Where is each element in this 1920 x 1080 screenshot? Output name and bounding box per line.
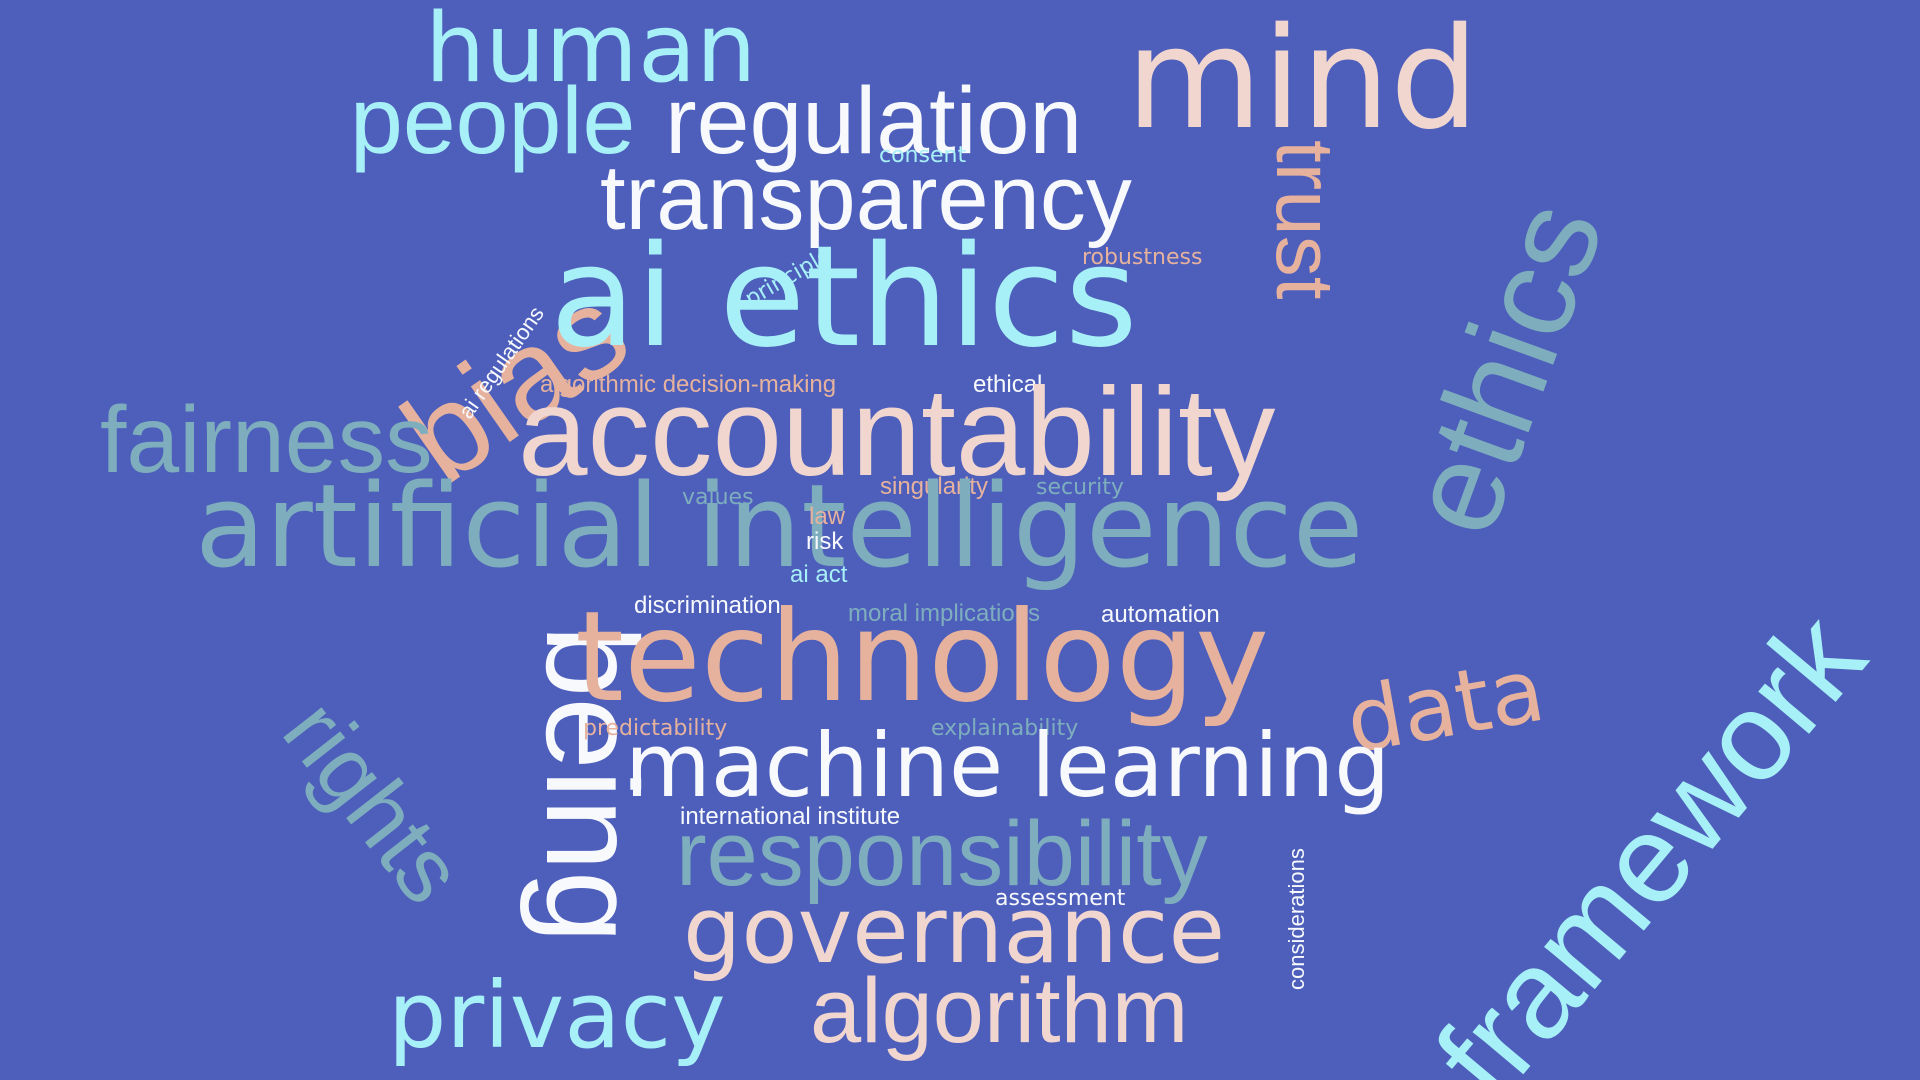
- word-regulation: regulation: [665, 68, 1083, 174]
- word-international-institute: international institute: [680, 803, 901, 830]
- word-discrimination: discrimination: [634, 592, 781, 619]
- word-assessment: assessment: [995, 886, 1126, 911]
- word-ethical: ethical: [973, 371, 1043, 398]
- word-automation: automation: [1101, 601, 1220, 628]
- word-considerations: considerations: [1284, 848, 1309, 990]
- word-human: human: [425, 0, 757, 104]
- word-trust: trust: [1259, 140, 1350, 300]
- word-values: values: [682, 485, 754, 510]
- word-fairness: fairness: [100, 387, 433, 493]
- word-responsibility: responsibility: [676, 803, 1208, 905]
- word-privacy: privacy: [388, 962, 726, 1069]
- word-artificial-intelligence: artificial intelligence: [195, 460, 1364, 594]
- word-moral-implications: moral implications: [848, 600, 1041, 627]
- word-security: security: [1036, 475, 1124, 500]
- word-mind: mind: [1126, 0, 1479, 161]
- word-technology: technology: [575, 585, 1270, 730]
- word-people: people: [350, 68, 636, 174]
- word-rights: rights: [263, 681, 483, 922]
- word-ethics: ethics: [1377, 183, 1631, 553]
- word-risk: risk: [806, 528, 844, 555]
- word-explainability: explainability: [931, 716, 1079, 741]
- word-machine-learning: machine learning: [625, 714, 1391, 817]
- word-algorithmic-decision-making: algorithmic decision-making: [540, 371, 837, 398]
- word-accountability: accountability: [518, 363, 1276, 502]
- word-robustness: robustness: [1082, 245, 1203, 270]
- word-ai-ethics: ai ethics: [550, 216, 1138, 379]
- word-ai-act: ai act: [790, 561, 848, 588]
- word-singularity: singularity: [880, 473, 989, 500]
- word-law: law: [809, 503, 846, 530]
- word-governance: governance: [683, 877, 1226, 984]
- word-algorithm: algorithm: [810, 960, 1189, 1062]
- word-predictability: predictability: [583, 716, 728, 741]
- word-transparency: transparency: [600, 147, 1132, 249]
- word-consent: consent: [879, 143, 967, 168]
